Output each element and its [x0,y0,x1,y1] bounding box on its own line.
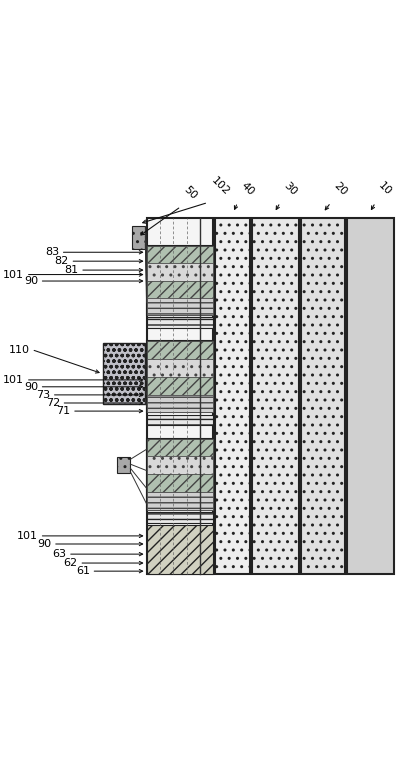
Bar [132,227,145,248]
Text: 71: 71 [56,406,70,416]
Text: 82: 82 [55,256,69,266]
Text: 50: 50 [182,185,199,202]
Bar [146,492,213,510]
Text: 20: 20 [331,181,349,198]
Text: 72: 72 [45,398,60,408]
Bar [146,298,213,315]
Bar [102,344,145,404]
Text: 101: 101 [3,269,24,279]
Text: 63: 63 [52,549,66,559]
Bar [146,512,213,522]
Text: 101: 101 [3,375,24,385]
Text: 10: 10 [376,181,393,198]
Bar [215,218,249,574]
Bar [146,377,213,394]
Text: 90: 90 [24,382,38,392]
Text: 81: 81 [64,265,78,275]
Bar [252,218,298,574]
Bar [146,525,213,574]
Bar [146,474,213,492]
Bar [347,218,393,574]
Bar [146,263,213,281]
Text: 40: 40 [238,181,255,198]
Bar [108,373,126,391]
Text: 73: 73 [36,390,50,400]
Bar [300,218,344,574]
Bar [146,359,213,377]
Text: 83: 83 [45,248,59,258]
Bar [146,281,213,298]
Bar [146,246,213,315]
Bar [146,438,213,510]
Text: 110: 110 [9,345,30,355]
Bar [146,218,213,574]
Bar [146,456,213,474]
Text: 90: 90 [24,276,38,286]
Bar [146,341,213,359]
Bar [146,317,213,328]
Text: 62: 62 [64,558,78,568]
Bar [146,246,213,263]
Text: 102: 102 [209,175,231,198]
Text: 90: 90 [37,539,51,549]
Bar [146,394,213,412]
Text: 61: 61 [76,566,90,576]
Text: 30: 30 [281,181,298,198]
Bar [117,457,130,473]
Bar [146,341,213,412]
Text: 101: 101 [17,531,38,541]
Bar [146,414,213,425]
Bar [146,438,213,456]
